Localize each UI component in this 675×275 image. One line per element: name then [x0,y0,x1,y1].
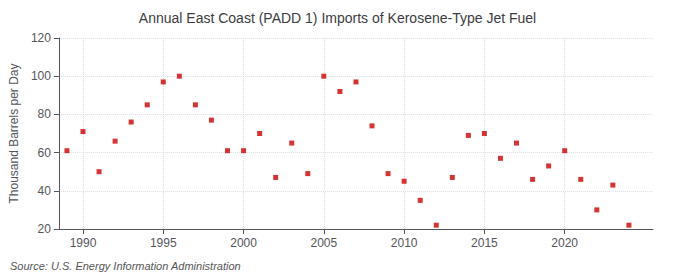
svg-text:100: 100 [31,69,51,83]
svg-text:2010: 2010 [391,236,418,250]
svg-text:1990: 1990 [70,236,97,250]
svg-text:40: 40 [38,184,52,198]
svg-text:120: 120 [31,31,51,45]
svg-text:2020: 2020 [551,236,578,250]
svg-text:60: 60 [38,146,52,160]
svg-text:Annual East Coast (PADD 1) Imp: Annual East Coast (PADD 1) Imports of Ke… [139,10,536,26]
svg-text:80: 80 [38,107,52,121]
svg-text:Source: U.S. Energy Informatio: Source: U.S. Energy Information Administ… [10,260,241,272]
svg-text:2005: 2005 [310,236,337,250]
svg-text:20: 20 [38,222,52,236]
svg-text:1995: 1995 [150,236,177,250]
svg-text:2000: 2000 [230,236,257,250]
svg-text:Thousand Barrels per Day: Thousand Barrels per Day [7,63,21,203]
svg-text:2015: 2015 [471,236,498,250]
